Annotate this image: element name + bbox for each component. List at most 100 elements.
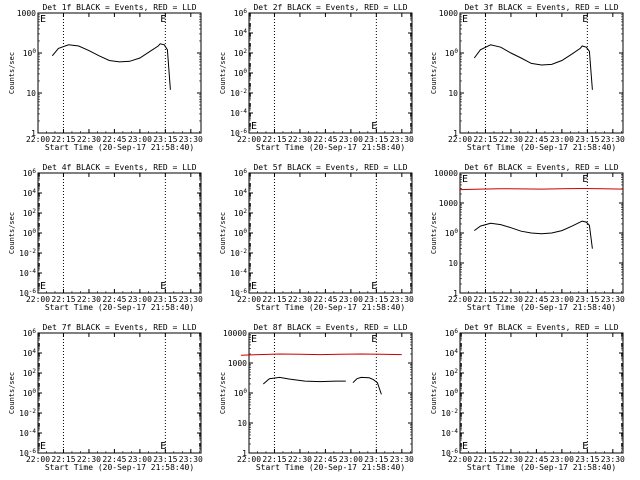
e-marker: E (462, 441, 468, 452)
e-marker: E (160, 441, 166, 452)
y-axis-label: Counts/sec (8, 212, 16, 254)
x-tick-label: 22:15 (51, 295, 75, 304)
lld-series-line (459, 187, 624, 191)
y-tick-label: 104 (234, 188, 248, 198)
x-tick-label: 23:30 (179, 455, 203, 464)
y-tick-label: 102 (23, 208, 37, 218)
panel-title: Det 6f BLACK = Events, RED = LLD (464, 163, 618, 172)
panel-title: Det 7f BLACK = Events, RED = LLD (42, 323, 196, 332)
y-tick-label: 10-2 (441, 408, 458, 418)
x-axis-label: Start Time (20-Sep-17 21:58:40) (467, 143, 616, 152)
y-tick-label: 102 (234, 48, 248, 58)
x-tick-label: 23:15 (153, 455, 177, 464)
x-tick-label: 22:45 (313, 455, 337, 464)
y-tick-label: 102 (445, 368, 459, 378)
plot-frame (459, 12, 624, 134)
x-tick-label: 23:15 (575, 295, 599, 304)
x-axis-label: Start Time (20-Sep-17 21:58:40) (45, 143, 194, 152)
x-tick-label: 22:45 (313, 135, 337, 144)
e-marker: E (582, 441, 588, 452)
events-series-line (352, 376, 382, 395)
y-tick-label: 1 (242, 449, 247, 458)
lld-series-line (240, 353, 402, 356)
y-tick-label: 1000 (17, 9, 36, 18)
x-axis-label: Start Time (20-Sep-17 21:58:40) (467, 303, 616, 312)
y-tick-label: 100 (445, 48, 459, 58)
y-tick-label: 106 (234, 8, 248, 18)
x-tick-label: 23:00 (128, 455, 152, 464)
panel-title: Det 8f BLACK = Events, RED = LLD (253, 323, 407, 332)
y-tick-label: 10-4 (441, 428, 458, 438)
x-tick-label: 23:15 (364, 295, 388, 304)
plot-frame (459, 332, 624, 454)
plot-frame (37, 172, 202, 294)
plot-frame (37, 12, 202, 134)
e-marker: E (462, 14, 468, 25)
plot-frame (248, 332, 413, 454)
x-tick-label: 23:30 (390, 135, 414, 144)
e-marker: E (462, 174, 468, 185)
x-tick-label: 22:00 (448, 455, 472, 464)
e-marker: E (582, 174, 588, 185)
x-tick-label: 22:45 (313, 295, 337, 304)
x-tick-label: 22:15 (473, 455, 497, 464)
y-tick-label: 104 (23, 188, 37, 198)
x-tick-label: 22:45 (524, 295, 548, 304)
x-tick-label: 23:15 (153, 295, 177, 304)
y-tick-label: 1 (453, 289, 458, 298)
e-marker: E (371, 334, 377, 345)
e-marker: E (582, 14, 588, 25)
y-tick-label: 10 (26, 89, 36, 98)
panel-det-6: Det 6f BLACK = Events, RED = LLD Counts/s… (430, 163, 625, 312)
panel-title: Det 5f BLACK = Events, RED = LLD (253, 163, 407, 172)
x-tick-label: 23:30 (601, 295, 625, 304)
x-tick-label: 23:30 (601, 135, 625, 144)
e-marker: E (371, 281, 377, 292)
x-tick-label: 22:30 (288, 455, 312, 464)
y-tick-label: 10 (237, 419, 247, 428)
x-tick-label: 23:15 (364, 135, 388, 144)
x-tick-label: 22:00 (448, 295, 472, 304)
x-tick-label: 22:45 (524, 135, 548, 144)
y-tick-label: 106 (445, 328, 459, 338)
y-tick-label: 10-6 (441, 448, 458, 458)
y-tick-label: 102 (23, 368, 37, 378)
panel-det-5: Det 5f BLACK = Events, RED = LLD Counts/s… (219, 163, 414, 312)
y-axis-label: Counts/sec (8, 52, 16, 94)
y-tick-label: 10-6 (230, 288, 247, 298)
y-tick-label: 100 (23, 48, 37, 58)
plot-frame (459, 172, 624, 294)
y-tick-label: 10-6 (19, 288, 36, 298)
x-tick-label: 22:15 (262, 455, 286, 464)
x-tick-label: 22:45 (102, 295, 126, 304)
y-tick-label: 10-6 (230, 128, 247, 138)
panel-title: Det 2f BLACK = Events, RED = LLD (253, 3, 407, 12)
e-marker: E (40, 14, 46, 25)
x-tick-label: 22:15 (51, 135, 75, 144)
y-tick-label: 10-4 (19, 268, 36, 278)
y-tick-label: 100 (23, 228, 37, 238)
y-tick-label: 104 (234, 28, 248, 38)
y-tick-label: 10-4 (19, 428, 36, 438)
panel-det-8: Det 8f BLACK = Events, RED = LLD Counts/s… (219, 323, 414, 472)
panel-det-1: Det 1f BLACK = Events, RED = LLD Counts/s… (8, 3, 203, 152)
events-series-line (51, 43, 171, 90)
y-tick-label: 104 (445, 348, 459, 358)
x-tick-label: 23:00 (550, 135, 574, 144)
y-tick-label: 10 (448, 89, 458, 98)
x-tick-label: 23:00 (550, 295, 574, 304)
x-tick-label: 22:30 (77, 455, 101, 464)
e-marker: E (251, 121, 257, 132)
x-axis-label: Start Time (20-Sep-17 21:58:40) (45, 463, 194, 472)
y-tick-label: 102 (234, 208, 248, 218)
events-series-line (474, 220, 593, 249)
x-tick-label: 22:00 (237, 295, 261, 304)
panel-det-7: Det 7f BLACK = Events, RED = LLD Counts/s… (8, 323, 203, 472)
x-tick-label: 23:30 (179, 295, 203, 304)
x-tick-label: 22:15 (51, 455, 75, 464)
x-axis-label: Start Time (20-Sep-17 21:58:40) (467, 463, 616, 472)
y-tick-label: 10-4 (230, 268, 247, 278)
x-axis-label: Start Time (20-Sep-17 21:58:40) (256, 143, 405, 152)
y-tick-label: 104 (23, 348, 37, 358)
x-tick-label: 23:15 (153, 135, 177, 144)
